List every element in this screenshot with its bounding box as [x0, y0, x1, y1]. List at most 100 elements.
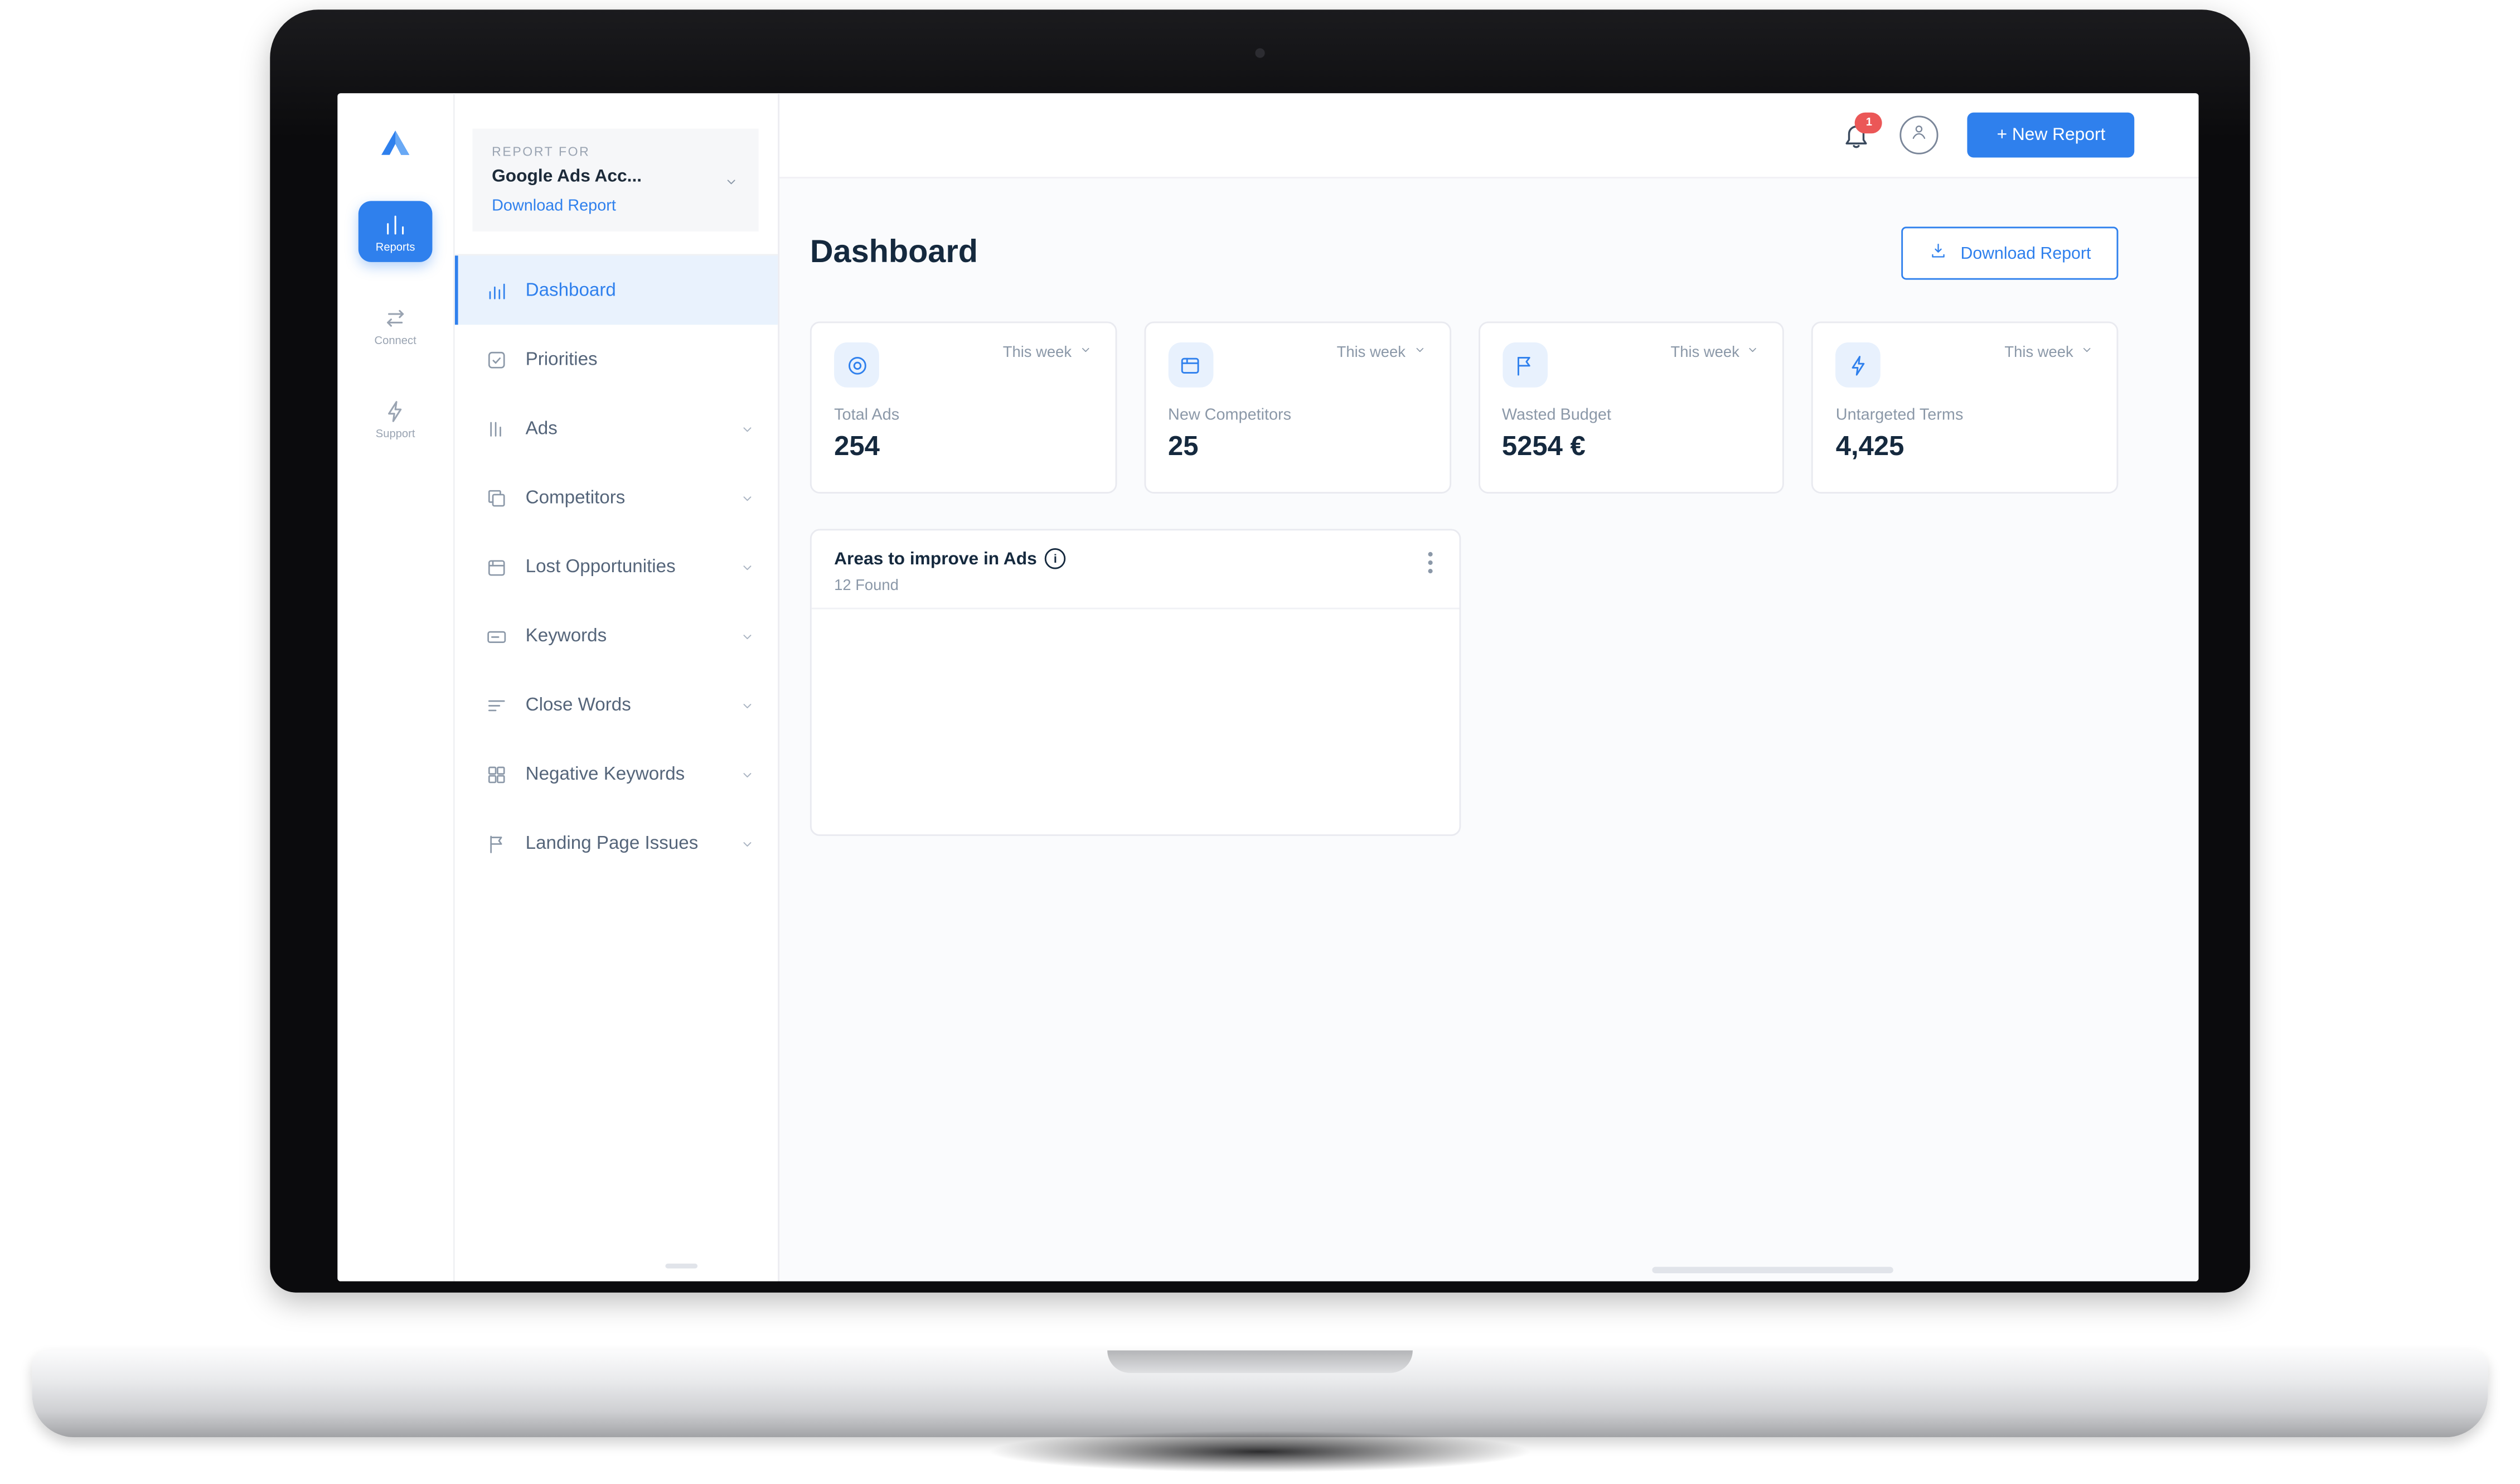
new-report-button[interactable]: + New Report [1967, 112, 2135, 158]
chevron-down-icon [739, 628, 755, 644]
report-account-box: REPORT FOR Google Ads Acc... Download Re… [472, 128, 759, 232]
rail-item-label: Connect [374, 336, 416, 347]
chevron-down-icon [723, 169, 739, 185]
stat-label: Wasted Budget [1501, 407, 1611, 425]
notifications-button[interactable]: 1 [1843, 112, 1883, 149]
sidebar-item-close-words[interactable]: Close Words [453, 670, 778, 739]
account-name: Google Ads Acc... [492, 167, 642, 187]
laptop-camera [1255, 48, 1265, 58]
chevron-down-icon [739, 697, 755, 713]
stat-card-total-ads: This week Total Ads 254 [810, 321, 1117, 494]
period-label: This week [2004, 343, 2073, 361]
stat-value: 5254 € [1501, 431, 1586, 462]
negative-icon [486, 763, 508, 785]
closewords-icon [486, 694, 508, 716]
sidebar-scrollbar[interactable] [665, 1263, 698, 1269]
chart-body [812, 610, 1459, 835]
stat-card-untargeted-terms: This week Untargeted Terms 4,425 [1811, 321, 2119, 494]
period-dropdown[interactable]: This week [2004, 342, 2094, 362]
laptop-base-notch [1107, 1350, 1413, 1373]
chevron-down-icon [1078, 342, 1093, 362]
chevron-down-icon [739, 420, 755, 437]
sidebar-item-competitors[interactable]: Competitors [453, 463, 778, 532]
primary-rail: Reports Connect Support [337, 93, 455, 1282]
period-dropdown[interactable]: This week [1337, 342, 1427, 362]
sidebar-item-landing-page-issues[interactable]: Landing Page Issues [453, 809, 778, 878]
period-dropdown[interactable]: This week [1003, 342, 1093, 362]
rail-item-support[interactable]: Support [358, 388, 433, 449]
stat-card-wasted-budget: This week Wasted Budget 5254 € [1477, 321, 1785, 494]
chevron-down-icon [739, 490, 755, 506]
main-scrollbar[interactable] [1652, 1267, 1893, 1274]
sidebar-item-label: Priorities [525, 349, 598, 369]
sidebar-nav: Dashboard Priorities Ads Competitors Lost Op… [453, 254, 778, 877]
sidebar-item-ads[interactable]: Ads [453, 394, 778, 463]
stat-card-top: This week [1835, 342, 2094, 388]
rail-item-reports[interactable]: Reports [358, 201, 433, 262]
main-area: 1 + New Report Dashboard Download Report [778, 93, 2199, 1282]
period-label: This week [1670, 343, 1739, 361]
chart-found-count: 12 Found [834, 577, 899, 595]
chart-card-areas-to-improve-in-ads: Areas to improve in Ads i 12 Found [810, 529, 1461, 837]
lost-icon [486, 555, 508, 578]
connect-icon [358, 306, 433, 331]
sidebar-item-negative-keywords[interactable]: Negative Keywords [453, 739, 778, 809]
secondary-sidebar: REPORT FOR Google Ads Acc... Download Re… [453, 93, 780, 1282]
sidebar-item-keywords[interactable]: Keywords [453, 601, 778, 670]
topbar: 1 + New Report [778, 93, 2199, 178]
dashboard-icon [486, 279, 508, 301]
page-title: Dashboard [810, 234, 978, 270]
support-icon [358, 399, 433, 424]
app-window: Reports Connect Support REPORT FOR Google … [337, 93, 2199, 1282]
user-avatar[interactable] [1900, 115, 1939, 154]
sidebar-item-label: Competitors [525, 487, 626, 507]
download-report-button[interactable]: Download Report [1901, 226, 2119, 280]
chart-header-left: Areas to improve in Ads i 12 Found [834, 548, 1066, 595]
laptop-shadow [986, 1430, 1534, 1473]
info-icon[interactable]: i [1045, 548, 1066, 569]
sidebar-item-label: Negative Keywords [525, 764, 685, 784]
stat-label: Total Ads [834, 407, 900, 425]
rail-item-label: Reports [375, 243, 415, 254]
chart-title: Areas to improve in Ads i [834, 548, 1066, 569]
chevron-down-icon [739, 835, 755, 852]
sidebar-download-report-link[interactable]: Download Report [492, 197, 616, 216]
sidebar-item-label: Keywords [525, 626, 607, 646]
reports-icon [358, 212, 433, 238]
stat-value: 254 [834, 431, 880, 462]
stat-card-new-competitors: This week New Competitors 25 [1143, 321, 1451, 494]
keywords-icon [486, 625, 508, 647]
charts-grid: Areas to improve in Ads i 12 Found [810, 529, 2119, 837]
person-icon [1910, 120, 1930, 149]
title-row: Dashboard Download Report [810, 226, 2119, 280]
sidebar-item-priorities[interactable]: Priorities [453, 325, 778, 394]
target-icon [834, 342, 879, 388]
stat-value: 4,425 [1835, 431, 1904, 462]
window-icon [1168, 342, 1213, 388]
sidebar-item-lost-opportunities[interactable]: Lost Opportunities [453, 532, 778, 601]
app-logo-icon [376, 125, 415, 169]
dashboard-content: Dashboard Download Report This week Tota… [778, 178, 2198, 837]
stat-value: 25 [1168, 431, 1199, 462]
period-label: This week [1002, 343, 1072, 361]
priorities-icon [486, 348, 508, 370]
sidebar-item-dashboard[interactable]: Dashboard [453, 255, 778, 325]
download-icon [1928, 241, 1948, 265]
period-dropdown[interactable]: This week [1671, 342, 1761, 362]
stat-card-top: This week [1501, 342, 1761, 388]
sidebar-item-label: Landing Page Issues [525, 833, 699, 853]
stat-label: New Competitors [1168, 407, 1292, 425]
account-selector[interactable]: Google Ads Acc... [492, 167, 739, 187]
stat-card-top: This week [1168, 342, 1426, 388]
stat-cards-row: This week Total Ads 254 This week New Co… [810, 321, 2119, 494]
period-label: This week [1336, 343, 1406, 361]
flag-icon [1501, 342, 1547, 388]
chevron-down-icon [739, 559, 755, 575]
chevron-down-icon [739, 766, 755, 782]
rail-items: Reports Connect Support [358, 169, 433, 449]
rail-item-connect[interactable]: Connect [358, 294, 433, 356]
chevron-down-icon [2080, 342, 2094, 362]
kebab-menu-icon[interactable] [1423, 548, 1436, 585]
stat-label: Untargeted Terms [1835, 407, 1964, 425]
